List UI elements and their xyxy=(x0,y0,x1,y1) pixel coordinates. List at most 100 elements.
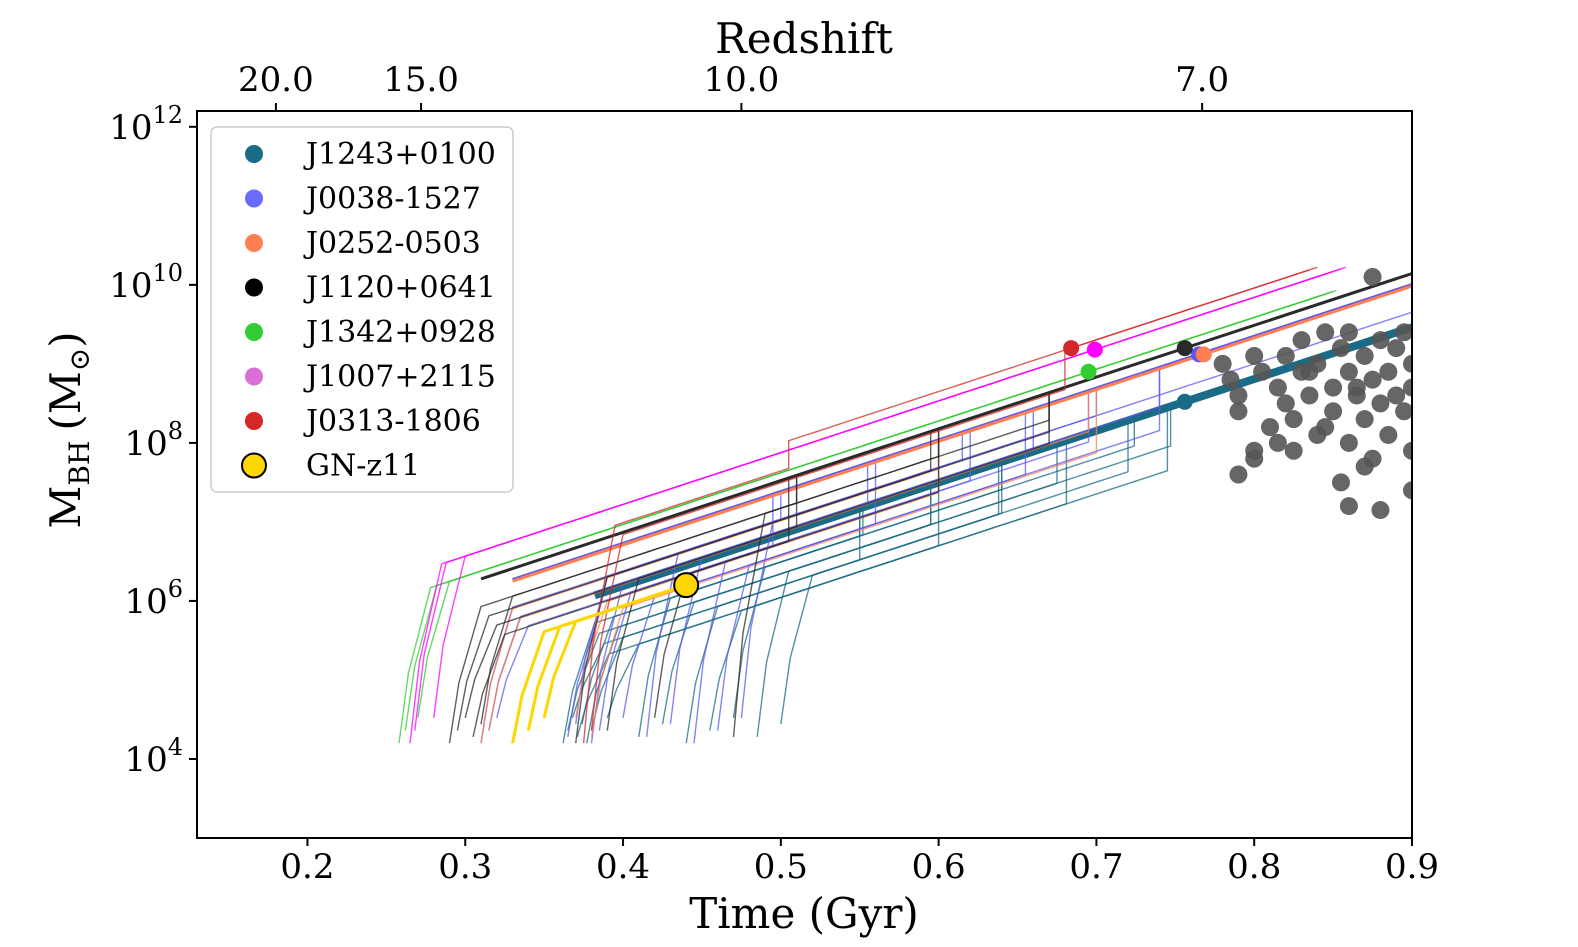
observed-quasar-point xyxy=(1339,323,1358,342)
redshift-axis-ticks: 20.0 15.0 10.0 7.0 xyxy=(238,60,1229,111)
y-title-m: M xyxy=(41,486,90,529)
observed-quasar-point xyxy=(1363,370,1382,389)
observed-quasar-point xyxy=(1371,501,1390,520)
series-J1120+0641 xyxy=(448,272,1412,744)
observed-quasar-point xyxy=(1276,394,1295,413)
growth-track xyxy=(590,266,1318,731)
growth-track xyxy=(598,283,1412,731)
growth-track xyxy=(562,326,1412,744)
growth-track xyxy=(669,283,1412,725)
growth-track xyxy=(480,272,1412,725)
y-tick-label: 1012 xyxy=(109,101,183,148)
growth-track xyxy=(638,326,1412,738)
legend-label: J1120+0641 xyxy=(303,271,496,306)
legend-box xyxy=(210,126,514,493)
y-title-close: ) xyxy=(41,331,90,347)
final-marker-J1342+0928 xyxy=(1080,363,1097,380)
final-marker-J1007+2115 xyxy=(1086,341,1103,358)
series-J1243+0100 xyxy=(562,323,1412,744)
growth-track xyxy=(661,326,1412,725)
observed-quasar-point xyxy=(1229,465,1248,484)
observed-quasar-point xyxy=(1355,410,1374,429)
observed-quasar-point xyxy=(1403,441,1412,460)
legend-label: GN-z11 xyxy=(306,449,420,484)
observed-quasar-point xyxy=(1324,378,1343,397)
observed-quasar-point xyxy=(1229,402,1248,421)
growth-track xyxy=(433,270,1334,718)
observed-quasars xyxy=(1213,267,1412,520)
legend-marker xyxy=(245,145,263,163)
growth-track xyxy=(646,283,1412,737)
observed-quasar-point xyxy=(1371,331,1390,350)
observed-quasar-point xyxy=(1276,346,1295,365)
growth-track xyxy=(472,272,1412,738)
final-marker-GN-z11 xyxy=(673,572,700,599)
y-tick-exp: 8 xyxy=(168,417,183,445)
x-tick-label: 0.7 xyxy=(1069,847,1123,887)
top-tick-label: 20.0 xyxy=(238,60,314,100)
observed-quasar-point xyxy=(1213,354,1232,373)
observed-quasar-point xyxy=(1331,473,1350,492)
growth-track xyxy=(582,269,1310,744)
y-title-sub: BH xyxy=(63,441,96,486)
y-tick-label: 104 xyxy=(124,733,183,780)
y-tick-exp: 10 xyxy=(152,259,183,287)
svg-text:MBH(M⊙): MBH (M⊙) xyxy=(41,331,96,528)
y-tick-base: 10 xyxy=(124,424,167,464)
growth-track xyxy=(586,326,1412,744)
observed-quasar-point xyxy=(1292,331,1311,350)
mean-track xyxy=(512,284,1412,583)
observed-quasar-point xyxy=(1339,497,1358,516)
observed-quasar-point xyxy=(1229,386,1248,405)
top-tick-label: 15.0 xyxy=(383,60,459,100)
y-tick-exp: 4 xyxy=(168,733,183,761)
observed-quasar-point xyxy=(1379,362,1398,381)
y-tick-label: 106 xyxy=(124,575,183,622)
observed-quasar-point xyxy=(1284,441,1303,460)
growth-track xyxy=(480,285,1412,744)
observed-quasar-point xyxy=(1245,346,1264,365)
x-tick-label: 0.6 xyxy=(912,847,966,887)
legend-label: J0038-1527 xyxy=(303,182,481,217)
observed-quasar-point xyxy=(1403,481,1412,500)
observed-quasar-point xyxy=(1316,323,1335,342)
final-marker-J1120+0641 xyxy=(1176,340,1193,357)
top-tick-label: 10.0 xyxy=(704,60,780,100)
observed-quasar-point xyxy=(1331,339,1350,358)
final-marker-J0252-0503 xyxy=(1195,346,1212,363)
y-title-sun: ⊙ xyxy=(63,348,96,371)
legend-marker xyxy=(245,234,263,252)
observed-quasar-point xyxy=(1268,378,1287,397)
plot-frame xyxy=(196,110,1413,839)
observed-quasar-point xyxy=(1268,433,1287,452)
growth-track xyxy=(480,283,1412,744)
y-tick-base: 10 xyxy=(124,740,167,780)
y-tick-exp: 12 xyxy=(152,101,183,129)
legend-marker xyxy=(245,367,263,386)
legend-label: J1342+0928 xyxy=(303,315,496,350)
observed-quasar-point xyxy=(1387,386,1406,405)
observed-quasar-point xyxy=(1379,425,1398,444)
growth-track xyxy=(606,272,1412,731)
growth-track xyxy=(581,326,1412,725)
x-tick-label: 0.9 xyxy=(1385,847,1439,887)
y-axis-title: MBH (M⊙) xyxy=(41,331,96,528)
y-tick-base: 10 xyxy=(124,582,167,622)
x-tick-label: 0.3 xyxy=(438,847,492,887)
series-J0313-1806 xyxy=(582,266,1318,744)
observed-quasar-point xyxy=(1371,394,1390,413)
series-GN-z11 xyxy=(511,583,687,744)
y-title-units: (M xyxy=(41,371,90,430)
legend-marker xyxy=(245,278,263,297)
legend-label: J0252-0503 xyxy=(303,226,481,261)
x-axis-title: Time (Gyr) xyxy=(689,889,919,938)
x-axis-ticks: 0.2 0.3 0.4 0.5 0.6 0.7 0.8 0.9 xyxy=(280,838,1439,887)
legend-marker xyxy=(241,452,267,479)
observed-quasar-point xyxy=(1253,362,1272,381)
observed-quasar-point xyxy=(1395,323,1412,342)
observed-quasar-point xyxy=(1284,410,1303,429)
y-tick-exp: 6 xyxy=(168,575,183,603)
mean-track xyxy=(480,272,1412,581)
observed-quasar-point xyxy=(1300,386,1319,405)
observed-quasar-point xyxy=(1355,457,1374,476)
